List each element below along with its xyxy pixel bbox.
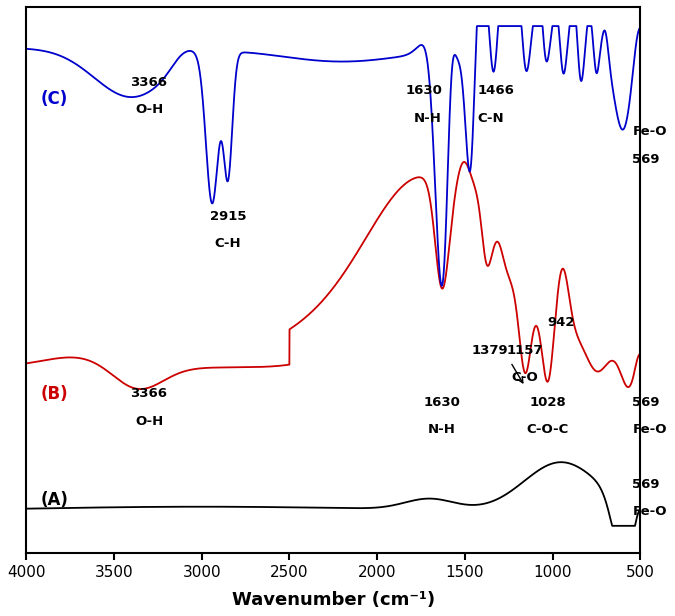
Text: Fe-O: Fe-O xyxy=(632,423,667,436)
Text: 1157: 1157 xyxy=(507,344,543,357)
Text: Fe-O: Fe-O xyxy=(632,125,667,139)
Text: C-N: C-N xyxy=(477,111,504,124)
Text: 3366: 3366 xyxy=(130,76,167,89)
Text: O-H: O-H xyxy=(135,103,163,116)
Text: 569: 569 xyxy=(632,153,660,166)
Text: Fe-O: Fe-O xyxy=(632,505,667,518)
Text: 1028: 1028 xyxy=(529,395,566,408)
Text: 1630: 1630 xyxy=(405,84,442,97)
Text: C-O-C: C-O-C xyxy=(526,423,569,436)
Text: 3366: 3366 xyxy=(130,387,167,400)
Text: O-H: O-H xyxy=(135,415,163,428)
Text: C-O: C-O xyxy=(512,371,539,384)
Text: 1630: 1630 xyxy=(424,395,460,408)
Text: 1466: 1466 xyxy=(477,84,514,97)
Text: 569: 569 xyxy=(632,477,660,490)
Text: (C): (C) xyxy=(40,90,68,108)
X-axis label: Wavenumber (cm⁻¹): Wavenumber (cm⁻¹) xyxy=(232,591,435,609)
Text: 942: 942 xyxy=(547,317,575,330)
Text: N-H: N-H xyxy=(414,111,442,124)
Text: (B): (B) xyxy=(40,385,68,403)
Text: 569: 569 xyxy=(632,395,660,408)
Text: C-H: C-H xyxy=(215,237,241,250)
Text: 1379: 1379 xyxy=(471,344,508,357)
Text: (A): (A) xyxy=(40,492,68,509)
Text: 2915: 2915 xyxy=(210,210,246,223)
Text: N-H: N-H xyxy=(428,423,456,436)
